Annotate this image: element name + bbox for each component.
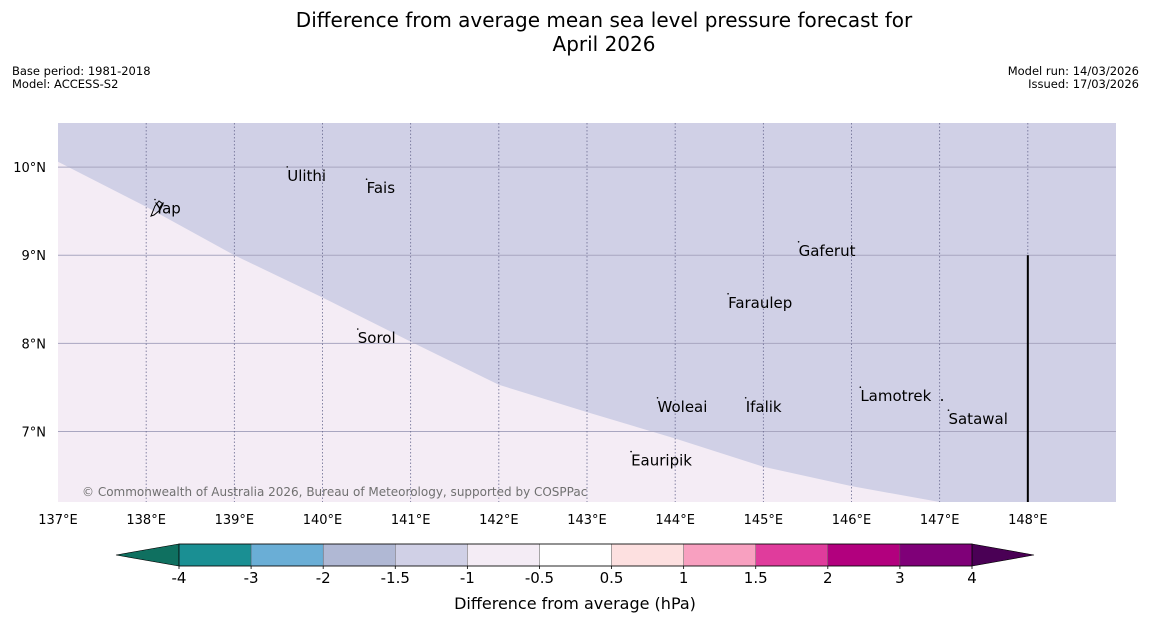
place-label: Fais [367,179,396,197]
colorbar-swatch [178,543,252,567]
credit-text: © Commonwealth of Australia 2026, Bureau… [82,485,587,499]
lat-tick-label: 10°N [13,161,46,176]
colorbar-tick-label: 1 [679,569,689,587]
colorbar-tick-label: -4 [172,569,187,587]
lon-tick-label: 146°E [832,513,872,528]
colorbar-label: Difference from average (hPa) [454,594,696,613]
colorbar-tick-label: 3 [895,569,905,587]
islet-marker [941,399,943,401]
lat-tick-label: 9°N [22,249,47,264]
chart-title: Difference from average mean sea level p… [0,8,1150,56]
place-label: Gaferut [799,242,856,260]
place-marker [286,166,289,168]
colorbar-frame [178,543,973,567]
colorbar-swatch [322,543,396,567]
place-label: Lamotrek [860,387,931,405]
colorbar-swatch [395,543,468,567]
shading-south [58,161,940,502]
title-line-2: April 2026 [552,32,656,56]
colorbar-tick-label: 2 [823,569,833,587]
meta-right: Model run: 14/03/2026 Issued: 17/03/2026 [1008,65,1139,91]
lon-tick-label: 140°E [303,513,343,528]
place-marker [630,450,632,453]
place-label: Satawal [948,410,1007,428]
place-marker [727,293,729,295]
place-marker [154,198,156,201]
lon-tick-label: 144°E [655,513,695,528]
model-text: Model: ACCESS-S2 [12,77,119,91]
meta-left: Base period: 1981-2018 Model: ACCESS-S2 [12,65,151,91]
colorbar-high-extend [971,543,1035,567]
yap-coastline [150,200,164,217]
colorbar-swatch [899,543,973,567]
lon-tick-label: 137°E [38,513,78,528]
place-marker [859,386,862,389]
colorbar-tick-label: -3 [244,569,259,587]
place-label: Ulithi [287,167,326,185]
place-label: Ifalik [746,398,782,416]
colorbar-tick-label: -1 [460,569,475,587]
lon-tick-label: 142°E [479,513,519,528]
title-line-1: Difference from average mean sea level p… [295,8,913,32]
place-label: Eauripik [631,452,692,470]
colorbar-swatch [611,543,684,567]
lon-tick-label: 138°E [126,513,166,528]
colorbar-swatch [467,543,540,567]
colorbar-tick-label: 1.5 [744,569,768,587]
place-label: Sorol [358,329,396,347]
place-marker [356,328,359,330]
place-marker [744,397,747,399]
place-label: Woleai [658,398,708,416]
colorbar-swatch [827,543,901,567]
colorbar-swatch [539,543,612,567]
colorbar-tick-label: -2 [316,569,331,587]
lon-tick-label: 143°E [567,513,607,528]
issued-text: Issued: 17/03/2026 [1028,77,1139,91]
colorbar-swatch [683,543,756,567]
colorbar-low-extend [115,543,180,567]
lon-tick-label: 147°E [920,513,960,528]
colorbar-swatch [755,543,829,567]
place-label: Faraulep [728,294,792,312]
lon-tick-label: 145°E [744,513,784,528]
colorbar-tick-label: 0.5 [600,569,624,587]
lon-tick-label: 139°E [215,513,255,528]
map-layer: 7°N 8°N 9°N 10°N 137°E 138°E 139°E 140°E 141°E 14… [13,123,1116,528]
colorbar-swatch [250,543,324,567]
model-run-text: Model run: 14/03/2026 [1007,64,1139,78]
colorbar-tick-label: -1.5 [381,569,410,587]
place-label: Yap [154,199,181,217]
place-marker [797,241,800,243]
place-marker [365,178,368,181]
colorbar: -4 -3 -2 -1.5 -1 -0.5 0.5 1 1.5 2 3 4 [115,543,1035,587]
colorbar-tick-label: 4 [967,569,977,587]
colorbar-tick-label: -0.5 [525,569,554,587]
place-marker [656,397,659,399]
lon-tick-label: 141°E [391,513,431,528]
base-period-text: Base period: 1981-2018 [12,64,151,78]
lat-tick-label: 7°N [22,425,47,440]
place-marker [947,409,950,411]
lon-tick-label: 148°E [1008,513,1048,528]
lat-tick-label: 8°N [22,337,47,352]
